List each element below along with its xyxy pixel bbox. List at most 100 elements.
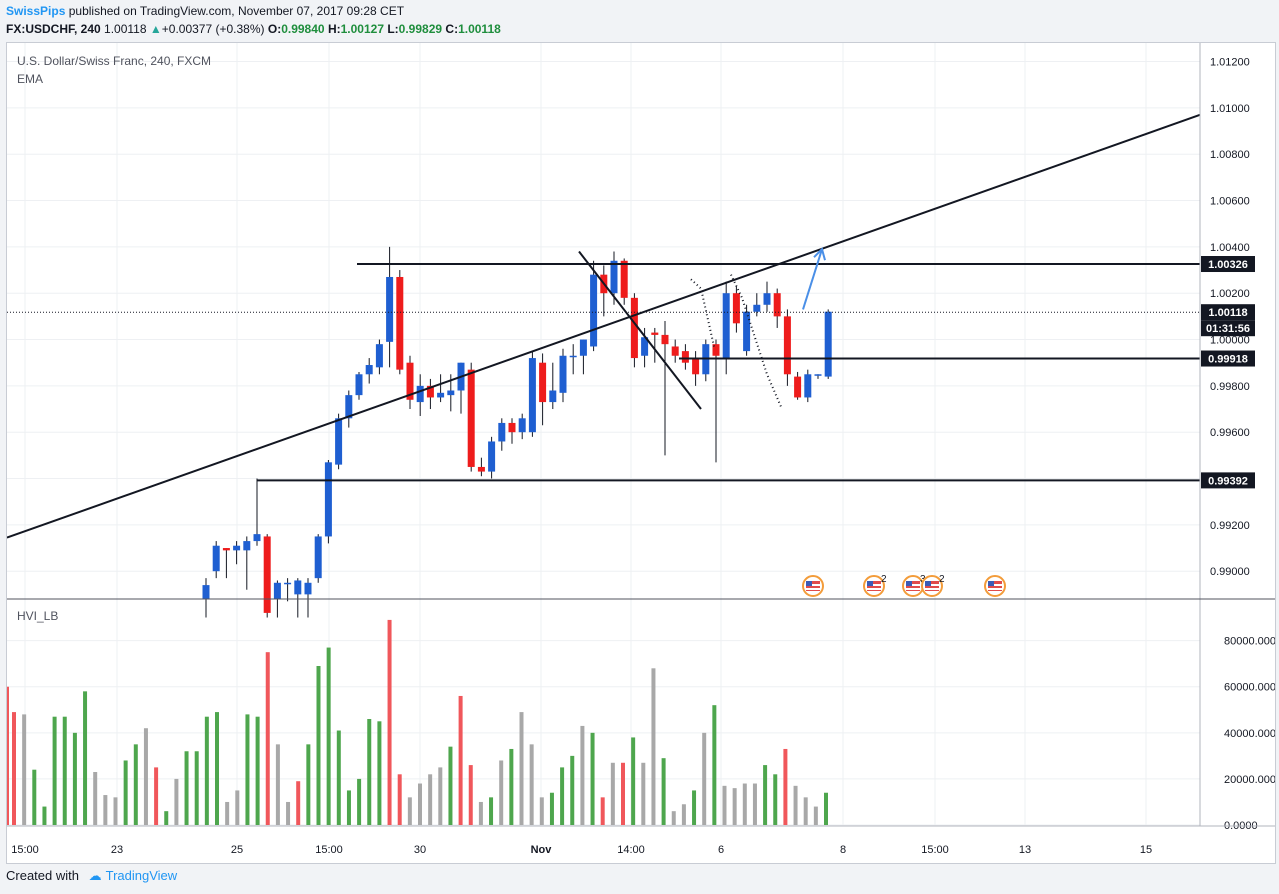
chart-svg[interactable]: 1.01200 1.01000 1.00800 1.00600 1.00400 1.002… <box>7 43 1275 863</box>
candle-body <box>569 355 577 358</box>
candle <box>396 270 404 375</box>
candle-body <box>620 260 628 298</box>
price-label-box <box>1201 350 1255 367</box>
candle-body <box>212 545 220 572</box>
candle-body <box>437 392 445 398</box>
footer: Created with ☁ TradingView <box>6 868 177 884</box>
candle <box>641 327 649 368</box>
time-tick-label: Nov <box>531 844 553 856</box>
candle <box>661 321 669 456</box>
time-tick-label: 15 <box>1140 844 1152 856</box>
volume-bar <box>407 797 412 825</box>
candle-body <box>396 276 404 370</box>
volume-bar <box>742 783 747 825</box>
volume-bar <box>438 767 443 825</box>
event-flag-icon[interactable] <box>802 575 824 597</box>
event-flag-icon[interactable]: 3 <box>902 574 926 597</box>
candle <box>753 293 761 317</box>
candle <box>814 374 822 379</box>
candle-body <box>630 297 638 359</box>
time-tick-label: 25 <box>231 844 243 856</box>
candle-body <box>579 339 587 356</box>
trendline-falling <box>578 250 702 410</box>
volume-bar <box>560 767 565 825</box>
candle-body <box>294 580 302 595</box>
candle <box>304 578 312 618</box>
event-count: 3 <box>920 574 926 585</box>
volume-bar <box>174 778 179 825</box>
close-label: C: <box>445 22 459 36</box>
event-flag-icon[interactable] <box>984 575 1006 597</box>
candle-body <box>651 332 659 335</box>
time-tick-label: 30 <box>414 844 426 856</box>
volume-bar <box>763 765 768 825</box>
candle <box>202 578 210 618</box>
volume-tick-label: 40000.0000 <box>1224 728 1275 740</box>
candle <box>824 309 832 379</box>
price-label-box <box>1201 256 1255 273</box>
candle-body <box>243 541 251 551</box>
candle-body <box>488 441 496 472</box>
volume-bar <box>722 785 727 825</box>
up-arrow-icon: ▲ <box>149 22 162 36</box>
candle <box>263 534 271 618</box>
time-tick-label: 6 <box>718 844 724 856</box>
candle-body <box>447 390 455 396</box>
volume-bar <box>123 760 128 825</box>
trendline-rising <box>7 113 1201 539</box>
candle-body <box>406 362 414 400</box>
volume-bar <box>22 714 27 825</box>
publish-text: published on TradingView.com, November 0… <box>68 4 405 18</box>
tradingview-link[interactable]: TradingView <box>105 868 178 883</box>
candle-body <box>477 466 485 472</box>
volume-bar <box>235 790 240 825</box>
event-markers[interactable]: 2 3 2 <box>802 574 1006 597</box>
chart-title: U.S. Dollar/Swiss Franc, 240, FXCM <box>17 54 211 68</box>
chart-frame[interactable]: 1.01200 1.01000 1.00800 1.00600 1.00400 1.002… <box>6 42 1276 864</box>
volume-bar <box>316 666 321 825</box>
candle <box>569 344 577 375</box>
price-label-text: 0.99392 <box>1208 475 1248 487</box>
price-tick-label: 1.00800 <box>1210 149 1250 161</box>
candle <box>549 362 557 410</box>
event-flag-icon[interactable]: 2 <box>921 574 945 597</box>
candle-body <box>375 344 383 368</box>
volume-bar <box>42 806 47 825</box>
symbol-label: FX:USDCHF, 240 <box>6 22 101 36</box>
volume-bar <box>499 760 504 825</box>
volume-bar <box>418 783 422 825</box>
candle <box>600 265 608 317</box>
candle-body <box>355 374 363 396</box>
high-value: 1.00127 <box>340 22 384 36</box>
candle-body <box>590 274 598 347</box>
grid <box>7 43 1200 826</box>
time-tick-label: 14:00 <box>617 844 645 856</box>
close-value: 1.00118 <box>458 22 501 36</box>
volume-bar <box>539 797 544 825</box>
pattern-dotted-line <box>690 278 715 347</box>
volume-bar <box>377 721 382 825</box>
volume-bar <box>245 714 250 825</box>
candle-body <box>804 374 812 398</box>
candle <box>743 304 751 356</box>
event-flag-icon[interactable]: 2 <box>863 574 887 597</box>
time-tick-label: 15:00 <box>921 844 949 856</box>
time-tick-label: 15:00 <box>11 844 39 856</box>
volume-bar <box>641 762 646 825</box>
candle-body <box>610 260 618 294</box>
author-link[interactable]: SwissPips <box>6 4 66 18</box>
change-value: +0.00377 (+0.38%) <box>161 22 265 36</box>
open-value: 0.99840 <box>281 22 325 36</box>
volume-bar <box>692 790 697 825</box>
candle-body <box>335 418 343 465</box>
candle <box>284 578 292 602</box>
candle-body <box>222 548 230 551</box>
candle-body <box>712 344 720 356</box>
candle-body <box>426 385 434 398</box>
flag-canton <box>806 581 812 586</box>
candle <box>722 281 730 375</box>
volume-tick-label: 80000.0000 <box>1224 636 1275 648</box>
candle-body <box>743 311 751 352</box>
volume-bar <box>93 772 98 825</box>
candle <box>702 339 710 382</box>
